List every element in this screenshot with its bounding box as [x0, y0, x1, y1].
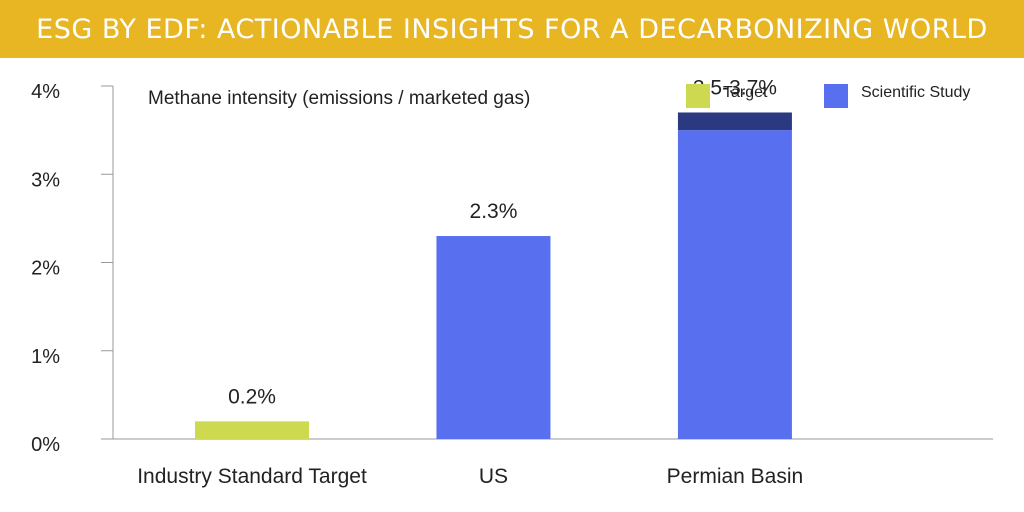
legend: Target Scientific Study [686, 84, 970, 108]
legend-label: Scientific Study [861, 84, 970, 101]
bars [195, 112, 792, 439]
header-banner: ESG BY EDF: ACTIONABLE INSIGHTS FOR A DE… [0, 0, 1024, 58]
bar-range-segment [677, 112, 792, 131]
category-label: US [479, 465, 508, 488]
category-label: Permian Basin [667, 465, 804, 488]
data-label: 3.5-3.7% [693, 76, 777, 99]
bar-permian-basin [677, 130, 792, 439]
data-label: 0.2% [228, 385, 276, 408]
y-tick-label: 3% [31, 169, 60, 191]
y-tick-label: 0% [31, 434, 60, 456]
y-ticks: 0% 1% 2% 3% 4% [31, 81, 113, 456]
y-tick-label: 4% [31, 81, 60, 103]
data-label: 2.3% [470, 200, 518, 223]
legend-swatch [686, 84, 710, 108]
category-label: Industry Standard Target [137, 465, 367, 488]
y-tick-label: 1% [31, 346, 60, 368]
banner-title: ESG BY EDF: ACTIONABLE INSIGHTS FOR A DE… [36, 13, 988, 45]
legend-label: Target [723, 84, 768, 101]
y-axis-title: Methane intensity (emissions / marketed … [148, 88, 530, 109]
legend-swatch [824, 84, 848, 108]
category-labels: Industry Standard Target US Permian Basin [137, 465, 803, 488]
y-tick-label: 2% [31, 258, 60, 280]
bar-industry-standard-target [195, 421, 309, 439]
bar-us [436, 236, 551, 439]
data-labels: 0.2% 2.3% 3.5-3.7% [228, 76, 777, 408]
